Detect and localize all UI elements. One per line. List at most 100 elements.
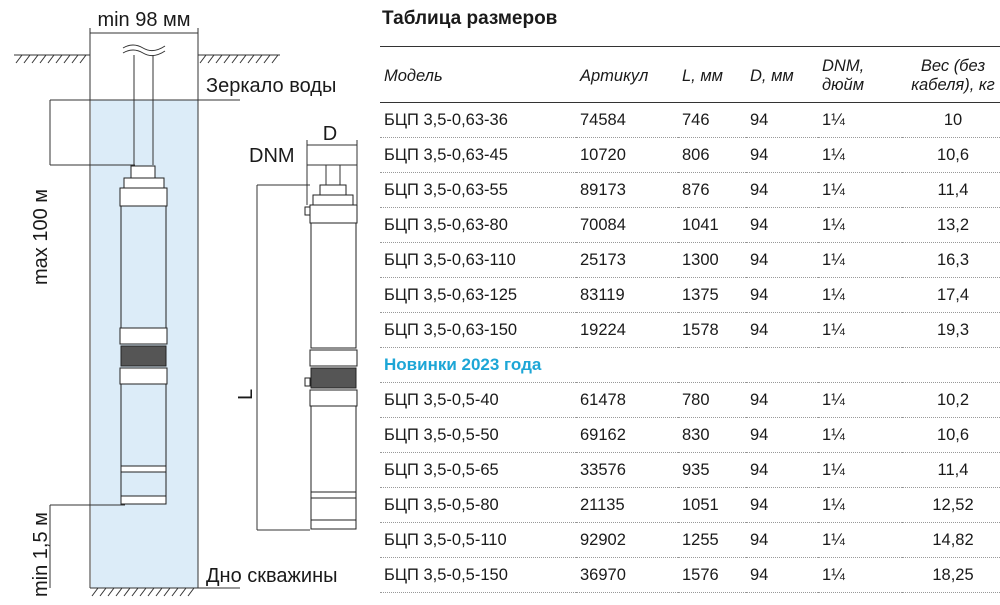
cell-model: БЦП 3,5-0,5-40 <box>380 382 576 418</box>
header-weight: Вес (без кабеля), кг <box>911 57 995 94</box>
table-row: БЦП 3,5-0,63-110 25173 1300 94 1¼ 16,3 <box>380 242 1000 278</box>
cell-length: 830 <box>678 417 746 453</box>
table-row: БЦП 3,5-0,63-125 83119 1375 94 1¼ 17,4 <box>380 277 1000 313</box>
cell-model: БЦП 3,5-0,63-80 <box>380 207 576 243</box>
max-depth-label: max 100 м <box>30 189 52 285</box>
cell-diameter: 94 <box>746 452 818 488</box>
cell-diameter: 94 <box>746 487 818 523</box>
cell-diameter: 94 <box>746 137 818 173</box>
cell-weight: 10,6 <box>902 417 1000 453</box>
cell-weight: 12,52 <box>902 487 1000 523</box>
cell-model: БЦП 3,5-0,63-55 <box>380 172 576 208</box>
cell-article: 21135 <box>576 487 678 523</box>
cell-model: БЦП 3,5-0,63-36 <box>380 102 576 138</box>
cell-dnm: 1¼ <box>818 137 902 173</box>
cell-dnm: 1¼ <box>818 522 902 558</box>
cell-length: 1375 <box>678 277 746 313</box>
cell-length: 1300 <box>678 242 746 278</box>
pump-dimension-drawing <box>304 184 358 530</box>
table-row: БЦП 3,5-0,63-45 10720 806 94 1¼ 10,6 <box>380 137 1000 173</box>
cell-dnm: 1¼ <box>818 382 902 418</box>
cell-dnm: 1¼ <box>818 452 902 488</box>
cell-diameter: 94 <box>746 312 818 348</box>
cell-article: 83119 <box>576 277 678 313</box>
cell-article: 10720 <box>576 137 678 173</box>
table-row: БЦП 3,5-0,63-55 89173 876 94 1¼ 11,4 <box>380 172 1000 208</box>
cell-dnm: 1¼ <box>818 207 902 243</box>
table-row: БЦП 3,5-0,63-36 74584 746 94 1¼ 10 <box>380 102 1000 138</box>
cell-article: 70084 <box>576 207 678 243</box>
cell-weight: 10 <box>902 102 1000 138</box>
cell-length: 1041 <box>678 207 746 243</box>
well-width-label: min 98 мм <box>97 9 190 31</box>
cell-weight: 11,4 <box>902 172 1000 208</box>
cell-length: 1255 <box>678 522 746 558</box>
cell-model: БЦП 3,5-0,5-150 <box>380 557 576 593</box>
pump-in-well <box>119 165 168 505</box>
cell-diameter: 94 <box>746 172 818 208</box>
table-row: БЦП 3,5-0,5-40 61478 780 94 1¼ 10,2 <box>380 382 1000 418</box>
pump-installation-diagram: min 98 мм Зеркало воды max 100 м min 1,5… <box>14 9 358 597</box>
cell-length: 1576 <box>678 557 746 593</box>
cell-dnm: 1¼ <box>818 487 902 523</box>
cell-diameter: 94 <box>746 102 818 138</box>
cable-break-icon <box>122 44 166 57</box>
header-length: L, мм <box>682 66 723 85</box>
cell-weight: 14,82 <box>902 522 1000 558</box>
ground-hatch <box>14 54 280 597</box>
cell-length: 935 <box>678 452 746 488</box>
cell-model: БЦП 3,5-0,63-125 <box>380 277 576 313</box>
title-divider <box>380 46 1000 47</box>
cell-weight: 17,4 <box>902 277 1000 313</box>
cell-model: БЦП 3,5-0,63-110 <box>380 242 576 278</box>
cell-article: 25173 <box>576 242 678 278</box>
cell-article: 69162 <box>576 417 678 453</box>
cell-diameter: 94 <box>746 557 818 593</box>
cell-weight: 18,25 <box>902 557 1000 593</box>
cell-dnm: 1¼ <box>818 417 902 453</box>
cell-article: 19224 <box>576 312 678 348</box>
table-title: Таблица размеров <box>382 8 558 29</box>
cell-model: БЦП 3,5-0,5-80 <box>380 487 576 523</box>
dnm-label: DNM <box>249 145 295 167</box>
cell-length: 746 <box>678 102 746 138</box>
cell-dnm: 1¼ <box>818 557 902 593</box>
cell-weight: 16,3 <box>902 242 1000 278</box>
cell-article: 36970 <box>576 557 678 593</box>
cell-dnm: 1¼ <box>818 312 902 348</box>
cell-diameter: 94 <box>746 207 818 243</box>
table-row: БЦП 3,5-0,5-150 36970 1576 94 1¼ 18,25 <box>380 557 1000 593</box>
cell-weight: 10,6 <box>902 137 1000 173</box>
cell-article: 74584 <box>576 102 678 138</box>
cell-length: 876 <box>678 172 746 208</box>
cell-diameter: 94 <box>746 522 818 558</box>
table-row: БЦП 3,5-0,5-50 69162 830 94 1¼ 10,6 <box>380 417 1000 453</box>
cell-model: БЦП 3,5-0,63-150 <box>380 312 576 348</box>
cell-weight: 13,2 <box>902 207 1000 243</box>
section-row: Новинки 2023 года <box>380 347 1000 383</box>
table-row: БЦП 3,5-0,63-80 70084 1041 94 1¼ 13,2 <box>380 207 1000 243</box>
header-model: Модель <box>384 66 443 85</box>
header-dnm: DNM, дюйм <box>822 57 865 94</box>
cell-diameter: 94 <box>746 242 818 278</box>
cell-length: 1578 <box>678 312 746 348</box>
cell-dnm: 1¼ <box>818 172 902 208</box>
cell-weight: 10,2 <box>902 382 1000 418</box>
cell-length: 806 <box>678 137 746 173</box>
cell-weight: 11,4 <box>902 452 1000 488</box>
min-bottom-label: min 1,5 м <box>30 512 52 597</box>
cell-article: 33576 <box>576 452 678 488</box>
cell-diameter: 94 <box>746 382 818 418</box>
cell-length: 780 <box>678 382 746 418</box>
dimensions-table: Модель Артикул L, мм D, мм DNM, дюйм Вес… <box>380 50 1000 593</box>
cell-diameter: 94 <box>746 277 818 313</box>
cell-length: 1051 <box>678 487 746 523</box>
cell-article: 61478 <box>576 382 678 418</box>
cell-weight: 19,3 <box>902 312 1000 348</box>
cell-dnm: 1¼ <box>818 277 902 313</box>
header-diameter: D, мм <box>750 66 794 85</box>
cell-diameter: 94 <box>746 417 818 453</box>
table-row: БЦП 3,5-0,63-150 19224 1578 94 1¼ 19,3 <box>380 312 1000 348</box>
cell-article: 89173 <box>576 172 678 208</box>
cell-dnm: 1¼ <box>818 242 902 278</box>
